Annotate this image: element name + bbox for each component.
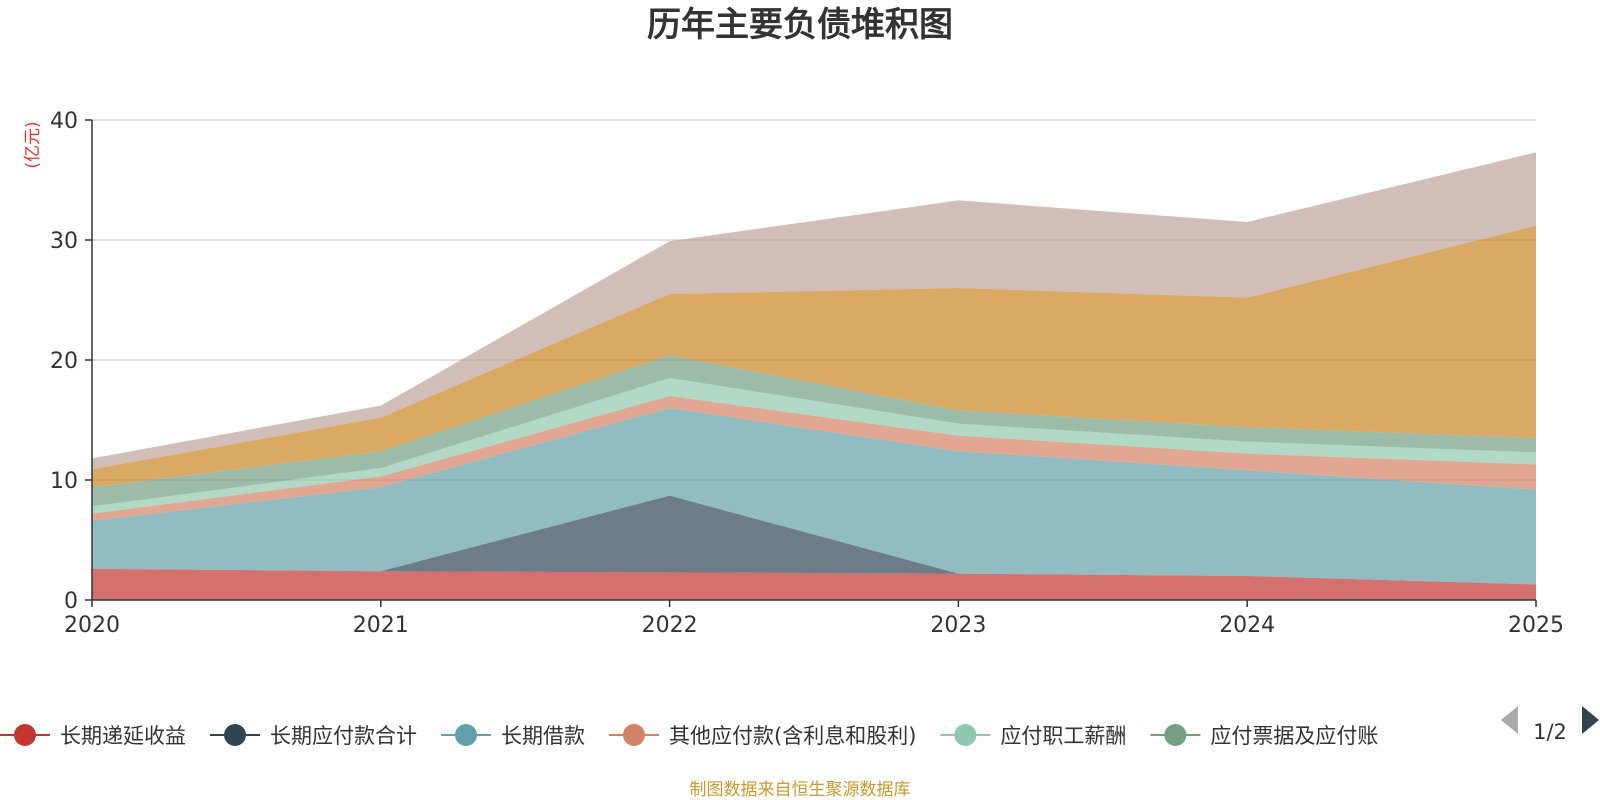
legend-marker-icon-1[interactable]	[224, 724, 246, 746]
legend-prev-arrow-icon[interactable]	[1501, 706, 1518, 734]
legend-next-arrow-icon[interactable]	[1582, 706, 1599, 734]
legend-label-0[interactable]: 长期递延收益	[60, 724, 186, 748]
area-series-2[interactable]	[92, 408, 1536, 585]
y-axis-unit-label: (亿元)	[23, 121, 43, 168]
area-series-5[interactable]	[92, 355, 1536, 507]
legend-label-2[interactable]: 长期借款	[501, 724, 585, 748]
y-tick-label-40: 40	[50, 109, 78, 134]
x-tick-label-2025: 2025	[1508, 613, 1564, 638]
y-tick-label-0: 0	[64, 589, 78, 614]
area-series-6[interactable]	[92, 225, 1536, 488]
legend-marker-icon-0[interactable]	[14, 724, 36, 746]
y-axis-ticks: 0 10 20 30 40	[50, 109, 92, 614]
legend-pager: 1/2	[1501, 706, 1599, 744]
legend-marker-icon-3[interactable]	[623, 724, 645, 746]
x-tick-label-2023: 2023	[930, 613, 986, 638]
y-tick-label-30: 30	[50, 229, 78, 254]
legend-page-indicator: 1/2	[1533, 720, 1567, 744]
legend-label-5[interactable]: 应付票据及应付账	[1210, 724, 1378, 748]
legend-label-3[interactable]: 其他应付款(含利息和股利)	[669, 724, 916, 748]
legend: 长期递延收益 长期应付款合计 长期借款 其他应付款(含利息和股利) 应付职工薪酬 应付票据…	[0, 724, 1378, 748]
area-series-1[interactable]	[92, 495, 1536, 585]
area-series-4[interactable]	[92, 378, 1536, 514]
data-source-note: 制图数据来自恒生聚源数据库	[690, 780, 911, 800]
x-tick-label-2020: 2020	[64, 613, 120, 638]
legend-marker-icon-4[interactable]	[954, 724, 977, 746]
area-series-group	[92, 152, 1536, 600]
legend-marker-icon-5[interactable]	[1164, 724, 1187, 746]
area-series-3[interactable]	[92, 396, 1536, 521]
y-tick-label-20: 20	[50, 349, 78, 374]
x-tick-label-2022: 2022	[642, 613, 698, 638]
chart-title: 历年主要负债堆积图	[647, 5, 953, 45]
legend-label-1[interactable]: 长期应付款合计	[270, 724, 417, 748]
x-axis-ticks: 2020 2021 2022 2023 2024 2025	[64, 600, 1564, 638]
x-tick-label-2024: 2024	[1219, 613, 1275, 638]
area-series-7[interactable]	[92, 152, 1536, 470]
x-tick-label-2021: 2021	[353, 613, 409, 638]
y-tick-label-10: 10	[50, 469, 78, 494]
area-series-0[interactable]	[92, 568, 1536, 600]
legend-marker-icon-2[interactable]	[455, 724, 477, 746]
legend-label-4[interactable]: 应付职工薪酬	[1000, 724, 1126, 748]
